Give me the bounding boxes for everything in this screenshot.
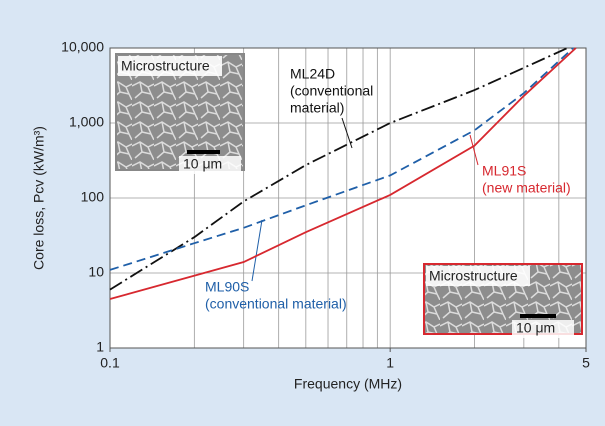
series-label: ML91S [482,163,526,179]
scale-label: 10 μm [183,156,222,172]
y-tick-label: 10,000 [61,39,104,55]
x-tick-label: 5 [582,355,590,371]
x-tick-label: 1 [386,355,394,371]
series-note: (conventional [290,83,373,99]
y-tick-label: 1 [96,339,104,355]
y-tick-label: 100 [81,189,105,205]
y-tick-label: 10 [88,264,104,280]
x-axis-label: Frequency (MHz) [294,376,402,392]
inset-label: Microstructure [429,268,518,284]
series-note: material) [290,100,344,116]
scale-label: 10 μm [516,320,555,336]
x-tick-label: 0.1 [100,355,120,371]
y-tick-label: 1,000 [69,114,104,130]
series-note: (conventional material) [205,296,347,312]
series-label: ML24D [290,66,335,82]
y-axis-label: Core loss, Pcv (kW/m³) [31,126,47,270]
series-label: ML90S [205,279,249,295]
chart: Frequency (MHz) Core loss, Pcv (kW/m³) 1… [0,0,605,426]
series-note: (new material) [482,180,571,196]
inset-label: Microstructure [121,58,210,74]
